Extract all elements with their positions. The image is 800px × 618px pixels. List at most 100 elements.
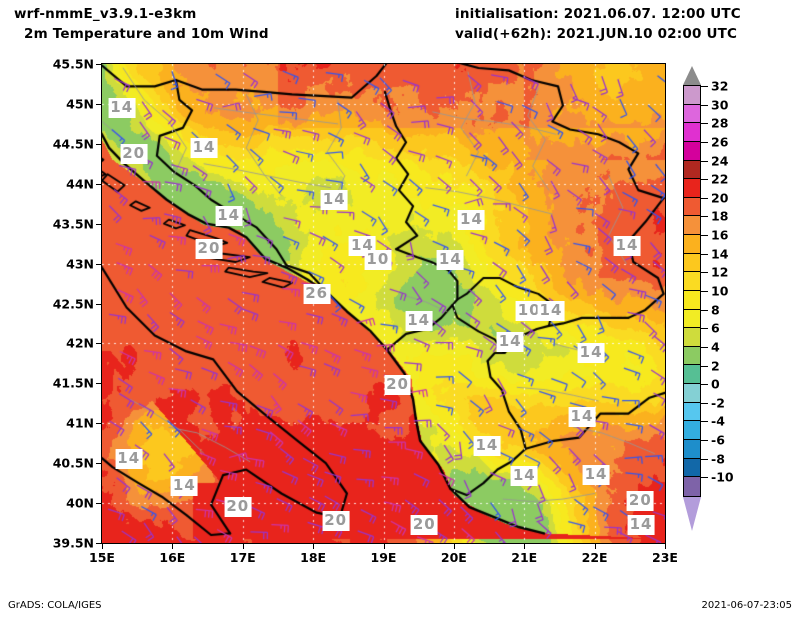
colorbar-value-label: 16: [711, 227, 729, 243]
contour-label: 14: [613, 236, 641, 257]
y-axis-tick: [96, 183, 101, 185]
contour-label: 20: [224, 497, 252, 518]
y-axis-tick: [96, 503, 101, 505]
colorbar-tick: [701, 141, 708, 143]
colorbar-band: [684, 253, 700, 273]
x-axis-tick-label: 15E: [89, 550, 115, 565]
contour-label: 20: [410, 515, 438, 536]
colorbar-tick: [701, 253, 708, 255]
contour-label: 14: [537, 301, 565, 322]
contour-label: 14: [320, 189, 348, 210]
temperature-colorbar: [683, 85, 701, 497]
x-axis-tick: [242, 544, 244, 549]
colorbar-tick: [701, 197, 708, 199]
colorbar-value-label: 4: [711, 339, 720, 355]
contour-label: 14: [108, 97, 136, 118]
x-axis-tick-label: 18E: [300, 550, 327, 565]
colorbar-value-label: 6: [711, 320, 720, 336]
colorbar-tick: [701, 328, 708, 330]
x-axis-tick: [453, 544, 455, 549]
colorbar-band: [684, 141, 700, 161]
colorbar-band: [684, 365, 700, 384]
colorbar-value-label: 24: [711, 153, 729, 169]
weather-map-plot-area: [101, 63, 666, 544]
colorbar-bottom-arrow-cap: [683, 497, 701, 531]
colorbar-tick: [701, 309, 708, 311]
contour-label: 14: [115, 449, 143, 470]
model-name-title: wrf-nmmE_v3.9.1-e3km: [14, 6, 197, 22]
colorbar-tick: [701, 458, 708, 460]
x-axis-tick-label: 16E: [159, 550, 186, 565]
y-axis-tick-label: 42.5N: [52, 296, 94, 311]
colorbar-value-label: 12: [711, 264, 729, 280]
colorbar-tick: [701, 123, 708, 125]
contour-label: 10: [364, 249, 392, 270]
colorbar-tick: [701, 160, 708, 162]
colorbar-value-label: 14: [711, 246, 729, 262]
y-axis-tick-label: 43N: [66, 256, 94, 272]
colorbar-band: [684, 384, 700, 403]
contour-label: 14: [568, 406, 596, 427]
colorbar-tick: [701, 440, 708, 442]
x-axis-tick: [313, 544, 315, 549]
x-axis-tick-label: 23E: [652, 550, 678, 565]
contour-label: 14: [577, 342, 605, 363]
contour-label: 14: [190, 137, 218, 158]
colorbar-value-label: 32: [711, 78, 729, 94]
x-axis-tick: [102, 544, 103, 549]
colorbar-tick: [701, 421, 708, 423]
colorbar-band: [684, 309, 700, 329]
colorbar-value-label: 20: [711, 190, 729, 206]
y-axis-tick: [96, 303, 101, 305]
contour-label: 14: [436, 249, 464, 270]
colorbar-value-label: -10: [711, 469, 734, 485]
y-axis-tick-label: 45N: [66, 96, 94, 112]
colorbar-band: [684, 272, 700, 291]
generation-timestamp-label: 2021-06-07-23:05: [701, 600, 792, 611]
colorbar-value-label: -8: [711, 451, 725, 467]
y-axis-tick: [96, 103, 101, 105]
colorbar-tick: [701, 86, 708, 87]
colorbar-tick: [701, 477, 708, 479]
x-axis-tick-label: 21E: [511, 550, 538, 565]
contour-label: 14: [405, 311, 433, 332]
y-axis-tick: [96, 223, 101, 225]
colorbar-value-label: 0: [711, 376, 720, 392]
y-axis-tick-label: 41N: [66, 415, 94, 431]
colorbar-tick: [701, 179, 708, 181]
x-axis-tick: [172, 544, 174, 549]
colorbar-tick: [701, 216, 708, 218]
colorbar-band: [684, 179, 700, 198]
contour-label: 20: [322, 511, 350, 532]
x-axis-tick: [383, 544, 385, 549]
y-axis-tick-label: 39.5N: [52, 535, 94, 551]
colorbar-band: [684, 123, 700, 142]
contour-label: 20: [195, 239, 223, 260]
contour-label: 14: [473, 435, 501, 456]
x-axis-tick-label: 19E: [370, 550, 397, 565]
colorbar-top-arrow-cap: [683, 66, 701, 85]
colorbar-value-label: 26: [711, 134, 729, 150]
x-axis-tick: [524, 544, 526, 549]
y-axis-tick: [96, 423, 101, 425]
colorbar-value-label: 2: [711, 358, 720, 374]
colorbar-band: [684, 290, 700, 310]
contour-label: 14: [510, 465, 538, 486]
initialisation-time-label: initialisation: 2021.06.07. 12:00 UTC: [455, 6, 741, 22]
grads-attribution-label: GrADS: COLA/IGES: [8, 600, 102, 611]
colorbar-tick: [701, 291, 708, 292]
y-axis-tick: [96, 143, 101, 145]
colorbar-tick: [701, 346, 708, 348]
wind-barb-layer: [102, 64, 665, 543]
colorbar-tick: [701, 365, 708, 367]
contour-label: 14: [170, 475, 198, 496]
colorbar-value-label: 10: [711, 283, 729, 299]
colorbar-band: [684, 160, 700, 180]
colorbar-band: [684, 235, 700, 254]
y-axis-tick-label: 44.5N: [52, 136, 94, 152]
colorbar-band: [684, 197, 700, 217]
colorbar-value-label: 18: [711, 208, 729, 224]
colorbar-band: [684, 458, 700, 478]
contour-label: 14: [215, 205, 243, 226]
contour-label: 20: [384, 374, 411, 395]
